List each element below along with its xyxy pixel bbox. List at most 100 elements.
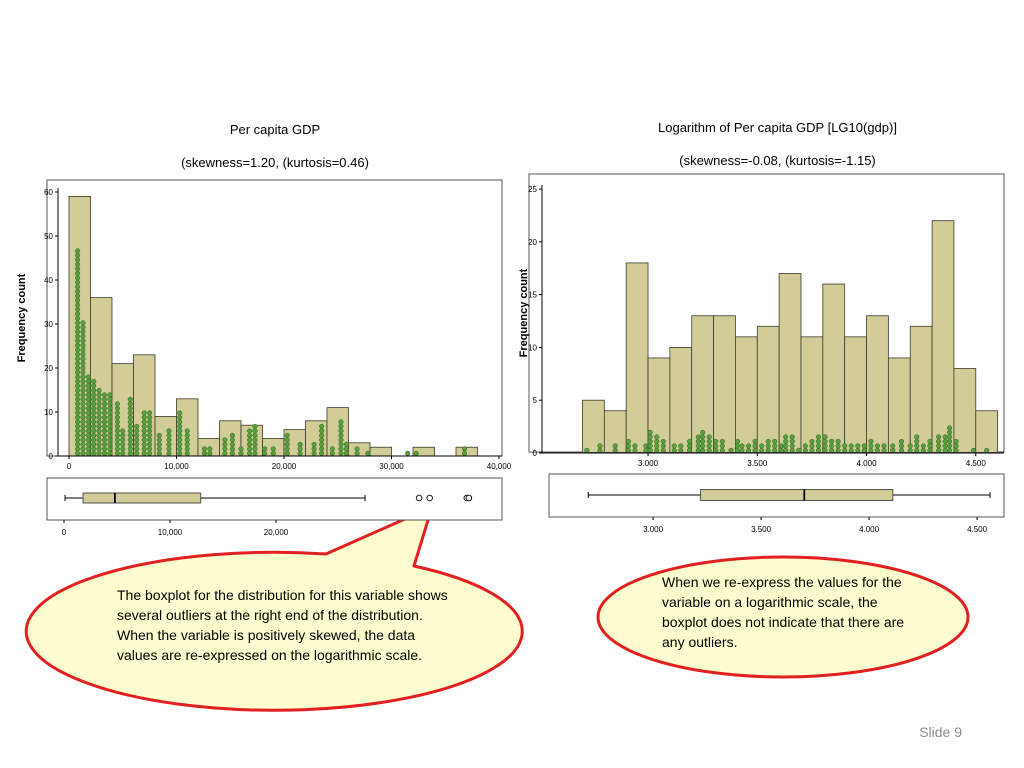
- data-dot: [947, 425, 953, 431]
- data-dot: [101, 441, 108, 447]
- data-dot: [772, 438, 778, 444]
- data-dot: [177, 450, 183, 456]
- data-dot: [96, 428, 102, 434]
- data-dot: [85, 383, 91, 389]
- x-tick-label: 3.500: [747, 459, 768, 468]
- left-callout-bubble: [24, 505, 524, 712]
- data-dot: [91, 383, 97, 389]
- histogram-bar: [844, 336, 867, 452]
- data-dot: [114, 428, 120, 434]
- data-dot: [141, 446, 147, 452]
- data-dot: [654, 443, 660, 449]
- data-dot: [735, 438, 741, 444]
- data-dot: [338, 450, 344, 456]
- x-tick-label: 4.500: [966, 459, 987, 468]
- data-dot: [101, 392, 108, 398]
- data-dot: [752, 443, 758, 449]
- data-dot: [354, 450, 360, 456]
- data-dot: [114, 401, 120, 407]
- x-tick-label: 30,000: [379, 462, 404, 471]
- data-dot: [252, 437, 258, 443]
- data-dot: [319, 423, 325, 429]
- data-dot: [166, 446, 172, 452]
- data-dot: [75, 365, 81, 371]
- histogram-bar: [669, 346, 693, 452]
- data-dot: [177, 437, 183, 443]
- data-dot: [85, 437, 91, 443]
- data-dot: [815, 443, 822, 449]
- x-tick-label: 3.000: [638, 459, 659, 468]
- data-dot: [80, 347, 86, 353]
- data-dot: [75, 378, 81, 384]
- data-dot: [947, 438, 953, 444]
- data-dot: [141, 414, 147, 420]
- data-dot: [91, 410, 97, 416]
- right-y-axis-label: Frequency count: [518, 268, 530, 357]
- data-dot: [686, 438, 693, 444]
- data-dot: [354, 446, 360, 452]
- data-dot: [778, 443, 784, 449]
- data-dot: [75, 261, 81, 267]
- data-dot: [75, 342, 81, 348]
- data-dot: [75, 347, 81, 353]
- data-dot: [752, 438, 758, 444]
- left-boxplot-box: [82, 492, 202, 504]
- data-dot: [141, 437, 147, 443]
- data-dot: [822, 434, 828, 440]
- data-dot: [114, 419, 120, 425]
- data-dot: [177, 432, 183, 438]
- data-dot: [252, 450, 258, 456]
- data-dot: [80, 405, 86, 411]
- data-dot: [890, 443, 896, 449]
- data-dot: [75, 320, 81, 326]
- data-dot: [815, 438, 822, 444]
- data-dot: [319, 432, 325, 438]
- data-dot: [147, 441, 153, 447]
- data-dot: [96, 410, 102, 416]
- data-dot: [284, 450, 290, 456]
- data-dot: [177, 410, 183, 416]
- data-dot: [177, 441, 183, 447]
- data-dot: [247, 446, 253, 452]
- data-dot: [75, 293, 81, 299]
- histogram-bar: [713, 315, 736, 452]
- data-dot: [75, 428, 81, 434]
- right-boxplot-box: [700, 489, 894, 501]
- data-dot: [75, 257, 81, 263]
- data-dot: [739, 443, 745, 449]
- data-dot: [329, 450, 335, 456]
- data-dot: [914, 438, 920, 444]
- slide-number: Slide 9: [919, 724, 962, 740]
- data-dot: [759, 443, 765, 449]
- histogram-bar: [822, 283, 846, 452]
- data-dot: [114, 410, 120, 416]
- data-dot: [166, 441, 172, 447]
- data-dot: [971, 447, 977, 452]
- data-dot: [107, 419, 113, 425]
- data-dot: [80, 450, 86, 456]
- data-dot: [700, 429, 706, 435]
- data-dot: [134, 450, 140, 456]
- data-dot: [647, 429, 653, 435]
- data-dot: [141, 419, 147, 425]
- data-dot: [947, 434, 953, 440]
- data-dot: [284, 441, 290, 447]
- data-dot: [914, 443, 920, 449]
- data-dot: [91, 378, 97, 384]
- data-dot: [462, 446, 468, 452]
- data-dot: [114, 446, 120, 452]
- data-dot: [822, 438, 828, 444]
- data-dot: [881, 443, 887, 449]
- data-dot: [107, 450, 113, 456]
- data-dot: [80, 338, 86, 344]
- data-dot: [80, 365, 86, 371]
- data-dot: [75, 356, 81, 362]
- data-dot: [85, 410, 91, 416]
- data-dot: [927, 443, 933, 449]
- histogram-bar: [931, 220, 955, 452]
- data-dot: [127, 405, 133, 411]
- data-dot: [75, 450, 81, 456]
- data-dot: [942, 434, 948, 440]
- data-dot: [91, 450, 97, 456]
- data-dot: [207, 450, 213, 456]
